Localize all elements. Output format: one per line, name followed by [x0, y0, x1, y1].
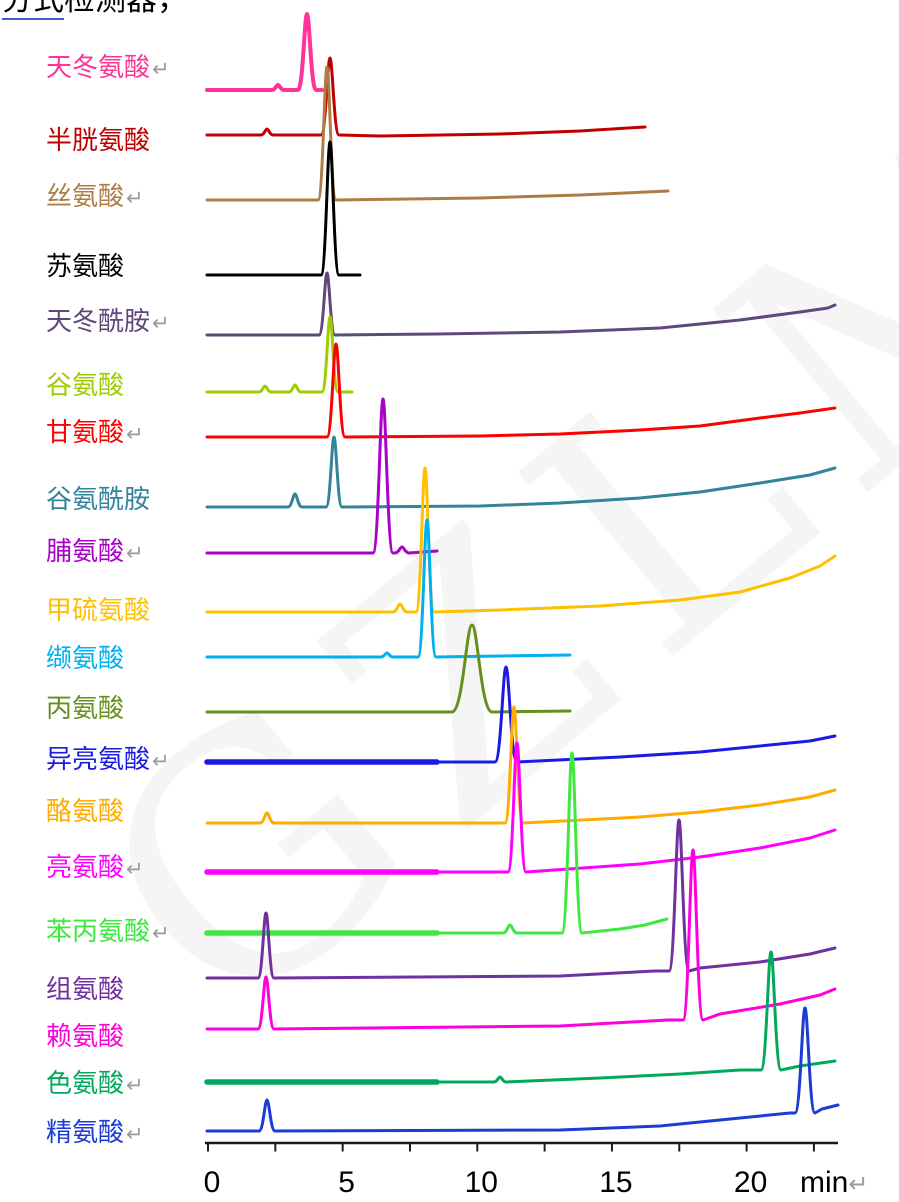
series-label-asn: 天冬酰胺↵ [46, 305, 170, 340]
series-label-phe: 苯丙氨酸↵ [46, 915, 170, 950]
series-label-text: 异亮氨酸 [46, 744, 151, 774]
return-mark-icon: ↵ [152, 312, 170, 335]
trace-leu [205, 741, 837, 874]
trace-glu [205, 315, 354, 394]
trace-thr [205, 140, 362, 277]
series-label-text: 脯氨酸 [46, 536, 125, 566]
trace-pro [205, 397, 439, 555]
series-label-text: 半胱氨酸 [46, 125, 151, 155]
return-mark-icon: ↵ [126, 423, 144, 446]
trace-cys [205, 56, 647, 138]
trace-his [205, 818, 837, 980]
series-label-leu: 亮氨酸↵ [46, 851, 144, 886]
return-mark-icon: ↵ [848, 1171, 868, 1198]
series-label-ser: 丝氨酸↵ [46, 180, 144, 215]
series-label-gln: 谷氨酰胺 [46, 483, 150, 516]
x-axis-tick-label-10: 10 [465, 1166, 498, 1199]
series-label-text: 天冬酰胺 [46, 306, 151, 336]
series-label-text: 丙氨酸 [46, 693, 125, 723]
trace-met [205, 466, 837, 614]
trace-ala [205, 623, 572, 714]
trace-gly [205, 342, 837, 439]
trace-val [205, 518, 572, 659]
series-label-glu: 谷氨酸 [46, 369, 124, 402]
trace-trp [205, 950, 837, 1084]
series-label-tyr: 酪氨酸 [46, 795, 124, 828]
series-label-ile: 异亮氨酸↵ [46, 743, 170, 778]
x-axis-unit-label: min↵ [800, 1166, 868, 1199]
series-label-cys: 半胱氨酸 [46, 124, 150, 157]
series-label-text: 甲硫氨酸 [46, 595, 151, 625]
return-mark-icon: ↵ [126, 187, 144, 210]
trace-asn [205, 271, 837, 337]
trace-arg [205, 1006, 840, 1133]
series-label-text: 天冬氨酸 [46, 52, 151, 82]
x-axis-tick-label-15: 15 [599, 1166, 632, 1199]
x-axis-tick-label-20: 20 [734, 1166, 767, 1199]
trace-ile [205, 665, 837, 764]
series-label-gly: 甘氨酸↵ [46, 416, 144, 451]
clipped-heading-rest: 检测器， [64, 0, 188, 17]
series-label-lys: 赖氨酸 [46, 1020, 124, 1053]
series-label-text: 色氨酸 [46, 1068, 125, 1098]
series-label-his: 组氨酸 [46, 973, 124, 1006]
series-label-text: 谷氨酰胺 [46, 484, 151, 514]
trace-lys [205, 848, 837, 1031]
return-mark-icon: ↵ [126, 1074, 144, 1097]
return-mark-icon: ↵ [126, 858, 144, 881]
return-mark-icon: ↵ [126, 542, 144, 565]
series-label-text: 缬氨酸 [46, 643, 125, 673]
series-label-asp: 天冬氨酸↵ [46, 51, 170, 86]
series-label-text: 酪氨酸 [46, 796, 125, 826]
series-label-text: 亮氨酸 [46, 852, 125, 882]
clipped-heading-text: 分式检测器， [2, 0, 188, 20]
clipped-heading-underlined: 分式 [2, 0, 64, 20]
return-mark-icon: ↵ [152, 58, 170, 81]
series-label-trp: 色氨酸↵ [46, 1067, 144, 1102]
series-label-thr: 苏氨酸 [46, 250, 124, 283]
series-label-text: 甘氨酸 [46, 417, 125, 447]
x-axis-tick-label-5: 5 [338, 1166, 355, 1199]
series-label-text: 丝氨酸 [46, 181, 125, 211]
series-label-text: 苯丙氨酸 [46, 916, 151, 946]
trace-asp [205, 12, 324, 92]
return-mark-icon: ↵ [152, 750, 170, 773]
return-mark-icon: ↵ [126, 1123, 144, 1146]
series-label-arg: 精氨酸↵ [46, 1116, 144, 1151]
x-axis-tick-label-0: 0 [204, 1166, 221, 1199]
series-label-text: 苏氨酸 [46, 251, 125, 281]
series-label-text: 赖氨酸 [46, 1021, 125, 1051]
series-label-ala: 丙氨酸 [46, 692, 124, 725]
series-label-text: 谷氨酸 [46, 370, 125, 400]
series-label-text: 组氨酸 [46, 974, 125, 1004]
trace-phe [205, 751, 669, 935]
series-label-text: 精氨酸 [46, 1117, 125, 1147]
return-mark-icon: ↵ [152, 922, 170, 945]
series-label-met: 甲硫氨酸 [46, 594, 150, 627]
trace-gln [205, 435, 837, 509]
series-label-pro: 脯氨酸↵ [46, 535, 144, 570]
series-label-val: 缬氨酸 [46, 642, 124, 675]
